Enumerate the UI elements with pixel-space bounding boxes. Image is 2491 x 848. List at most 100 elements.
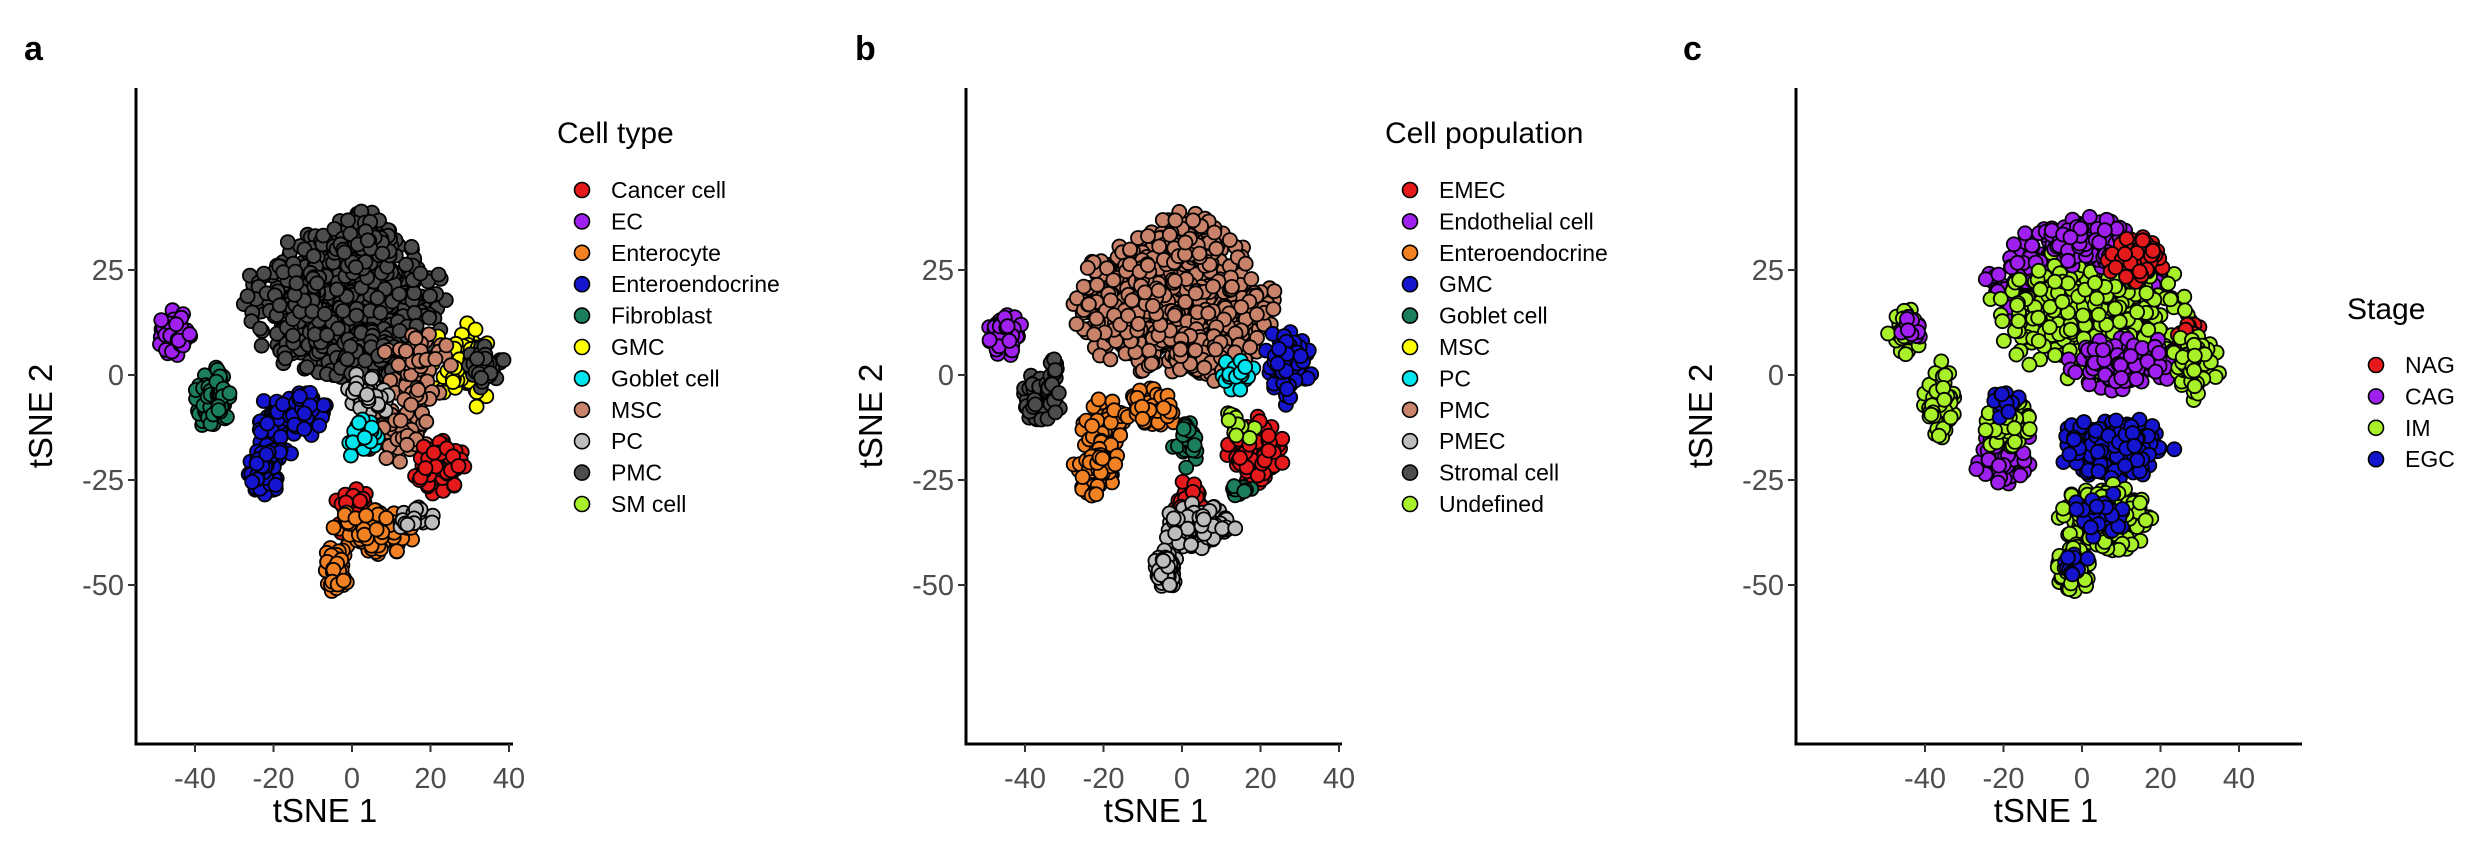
scatter-point [399,436,415,453]
x-tick-label: -40 [1004,763,1046,795]
legend-swatch [1401,495,1419,513]
scatter-point [316,306,333,322]
scatter-point [1207,341,1224,358]
panel-b-plot [981,203,1320,594]
scatter-point [1166,307,1183,324]
scatter-cluster [1065,436,1125,504]
scatter-point [1122,241,1138,258]
scatter-point [1185,212,1201,229]
scatter-point [399,516,416,533]
scatter-point [1137,284,1153,301]
scatter-point [2009,254,2026,271]
scatter-point [376,343,393,360]
scatter-point [253,337,270,354]
scatter-point [1249,306,1265,323]
legend-swatch [1401,275,1419,293]
scatter-point [1167,525,1184,542]
scatter-point [1068,316,1085,332]
scatter-point [369,289,386,306]
scatter-point [1242,339,1258,356]
scatter-point [473,369,490,386]
scatter-point [1102,351,1119,368]
scatter-point [1260,427,1277,444]
panel-b-x-title: tSNE 1 [1104,792,1209,829]
scatter-point [363,370,380,387]
scatter-cluster [407,432,473,502]
scatter-point [252,320,269,337]
scatter-point [1088,486,1105,503]
scatter-point [397,343,414,359]
scatter-point [1232,449,1248,466]
legend-label: MSC [1439,334,1490,360]
legend-swatch [1401,370,1419,387]
scatter-point [2024,237,2040,254]
scatter-point [1155,552,1172,569]
scatter-point [392,453,408,470]
scatter-point [1074,469,1091,485]
scatter-point [359,386,375,403]
scatter-point [288,275,305,292]
scatter-point [406,304,423,321]
scatter-point [469,350,486,367]
scatter-point [1089,276,1106,293]
scatter-point [495,352,512,368]
scatter-point [1175,420,1192,437]
scatter-point [342,447,359,464]
scatter-point [153,312,170,329]
legend-swatch [573,338,591,356]
scatter-point [1079,259,1096,276]
scatter-point [1151,238,1168,255]
scatter-cluster [1214,352,1262,398]
x-tick-label: 40 [493,763,525,795]
legend-label: SM cell [611,491,686,517]
scatter-point [1206,224,1223,241]
scatter-point [450,458,467,474]
scatter-point [2176,288,2193,305]
legend-label: GMC [611,334,665,360]
panel-b-label: b [855,30,876,68]
scatter-point [248,455,265,472]
scatter-point [352,493,368,510]
scatter-point [239,288,256,305]
scatter-point [255,265,272,282]
legend-label: PMC [1439,397,1490,423]
legend-swatch [1401,244,1419,262]
scatter-point [378,510,395,526]
x-tick-label: 40 [1323,763,1355,795]
panel-c-label: c [1683,30,1702,68]
scatter-point [388,543,405,560]
legend-label: PC [1439,365,1471,391]
scatter-point [357,352,374,369]
scatter-point [277,350,294,367]
scatter-point [1292,348,1309,364]
scatter-point [1167,272,1183,289]
scatter-point [329,281,345,298]
scatter-point [274,396,291,413]
scatter-point [1195,511,1212,528]
x-tick-label: 0 [344,763,360,795]
scatter-point [1205,278,1221,295]
legend-label: Enteroendocrine [611,271,780,297]
scatter-cluster [208,359,238,427]
scatter-point [358,507,375,524]
legend-label: Enterocyte [611,240,721,266]
scatter-point [1196,359,1213,376]
scatter-point [378,450,395,467]
scatter-cluster [1258,324,1320,413]
legend-swatch [1401,338,1419,356]
scatter-point [1165,510,1182,527]
scatter-point [1094,450,1111,467]
scatter-cluster [1038,351,1068,427]
scatter-point [311,417,328,434]
scatter-point [1243,271,1260,287]
scatter-point [1140,228,1156,245]
scatter-point [1266,283,1283,300]
legend-swatch [573,464,591,481]
y-tick-label: 0 [938,360,954,392]
scatter-point [299,359,316,376]
scatter-point [315,397,332,414]
scatter-point [468,398,485,415]
